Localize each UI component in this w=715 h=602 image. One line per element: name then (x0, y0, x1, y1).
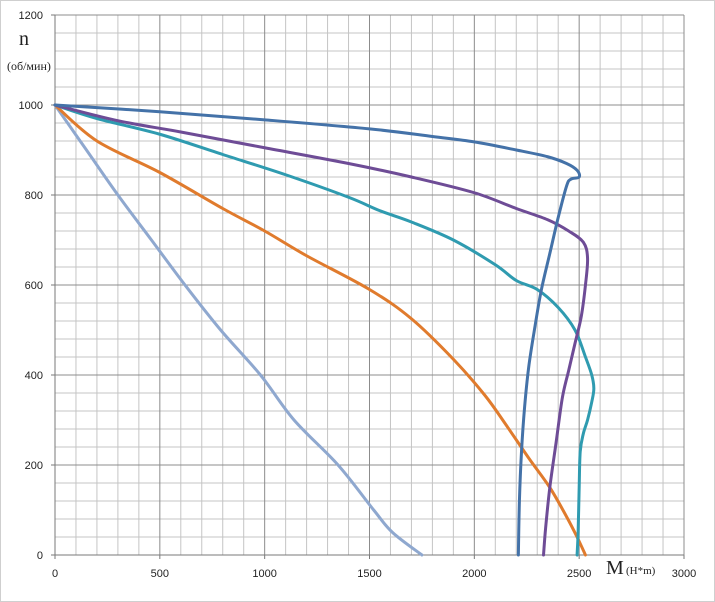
x-tick-label: 1000 (252, 568, 276, 580)
y-tick-label: 200 (25, 460, 43, 472)
x-tick-label: 2000 (462, 568, 486, 580)
tick-labels: 0 500 1000 1500 2000 2500 3000 0 200 400 600 800 100… (19, 10, 697, 580)
x-tick-label: 1500 (357, 568, 381, 580)
x-axis-label: M (606, 557, 624, 579)
x-tick-label: 2500 (567, 568, 591, 580)
y-tick-label: 1200 (19, 10, 43, 22)
x-tick-label: 0 (52, 568, 58, 580)
major-grid (54, 14, 685, 556)
y-tick-label: 0 (37, 550, 43, 562)
y-tick-label: 1000 (19, 100, 43, 112)
series-line-4 (53, 103, 590, 557)
y-tick-label: 600 (25, 280, 43, 292)
x-tick-label: 3000 (672, 568, 696, 580)
y-axis-unit: (об/мин) (7, 59, 51, 73)
series-group (53, 103, 596, 557)
y-tick-label: 400 (25, 370, 43, 382)
series-line-5 (53, 103, 582, 557)
y-axis-label: n (19, 28, 29, 50)
y-tick-label: 800 (25, 190, 43, 202)
x-tick-label: 500 (151, 568, 169, 580)
series-line-1 (53, 103, 424, 557)
series-line-3 (53, 103, 596, 557)
x-axis-unit: (H*m) (626, 565, 656, 577)
series-line-2 (53, 103, 587, 557)
